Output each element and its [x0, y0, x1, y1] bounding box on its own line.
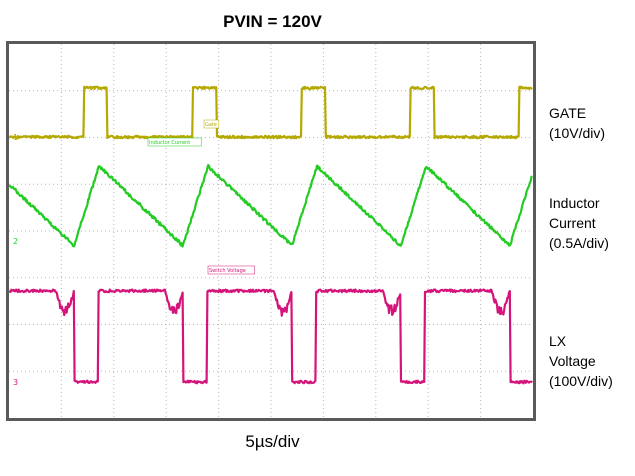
legend-lx-name-line2: Voltage	[549, 351, 613, 371]
legend-lx-name: LX	[549, 331, 613, 351]
channel-marker: 1	[13, 133, 18, 142]
legend-lx-scale: (100V/div)	[549, 371, 613, 391]
channel-marker: 3	[13, 378, 18, 387]
oscilloscope-screen: 1 Gate 2 Inductor Current 3 Switch Voltage	[6, 41, 536, 421]
legend-inductor-name-line2: Current	[549, 213, 609, 233]
legend-inductor-name: Inductor	[549, 193, 609, 213]
chart-title: PVIN = 120V	[0, 12, 545, 32]
legend-inductor-current: Inductor Current (0.5A/div)	[549, 193, 609, 253]
trace-tag: Gate	[205, 122, 217, 128]
legend-lx-voltage: LX Voltage (100V/div)	[549, 331, 613, 391]
trace-tag: Switch Voltage	[209, 268, 246, 274]
legend-gate-name: GATE	[549, 103, 605, 123]
trace-tag: Inductor Current	[149, 140, 190, 146]
x-axis-label: 5µs/div	[0, 432, 545, 452]
trace-inductor	[9, 165, 532, 246]
legend-gate: GATE (10V/div)	[549, 103, 605, 143]
plot-area: 1 Gate 2 Inductor Current 3 Switch Voltage	[9, 44, 533, 418]
legend-gate-scale: (10V/div)	[549, 123, 605, 143]
legend-inductor-scale: (0.5A/div)	[549, 233, 609, 253]
channel-marker: 2	[13, 237, 18, 246]
